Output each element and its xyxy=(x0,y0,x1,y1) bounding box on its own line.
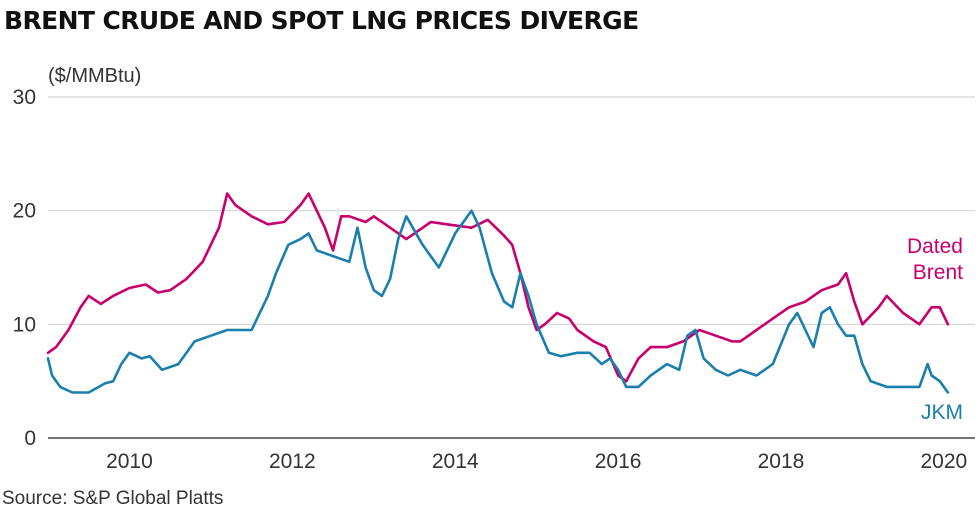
series-label-dated-brent-line1: Dated xyxy=(907,235,963,258)
series-line-jkm xyxy=(46,209,950,394)
series-lines xyxy=(46,192,950,394)
x-tick-label: 2018 xyxy=(758,450,805,473)
y-tick-labels: 0 10 20 30 xyxy=(13,86,36,450)
x-tick-label: 2010 xyxy=(106,450,153,473)
y-tick-label: 20 xyxy=(13,200,36,223)
chart-title: BRENT CRUDE AND SPOT LNG PRICES DIVERGE xyxy=(4,6,639,35)
y-unit-label: ($/MMBtu) xyxy=(48,65,141,87)
series-line-dated-brent xyxy=(46,192,950,383)
y-tick-label: 30 xyxy=(13,86,36,109)
x-tick-label: 2014 xyxy=(432,450,479,473)
y-tick-label: 0 xyxy=(24,427,36,450)
series-label-jkm: JKM xyxy=(921,401,963,424)
gridlines xyxy=(48,96,975,439)
y-tick-label: 10 xyxy=(13,313,36,336)
x-tick-label: 2012 xyxy=(269,450,316,473)
x-tick-label: 2020 xyxy=(920,450,967,473)
x-tick-labels: 2010 2012 2014 2016 2018 2020 xyxy=(106,450,967,473)
series-labels: Dated Brent JKM xyxy=(907,235,963,424)
source-note: Source: S&P Global Platts xyxy=(2,488,224,509)
series-label-dated-brent-line2: Brent xyxy=(913,261,963,284)
x-tick-label: 2016 xyxy=(595,450,642,473)
